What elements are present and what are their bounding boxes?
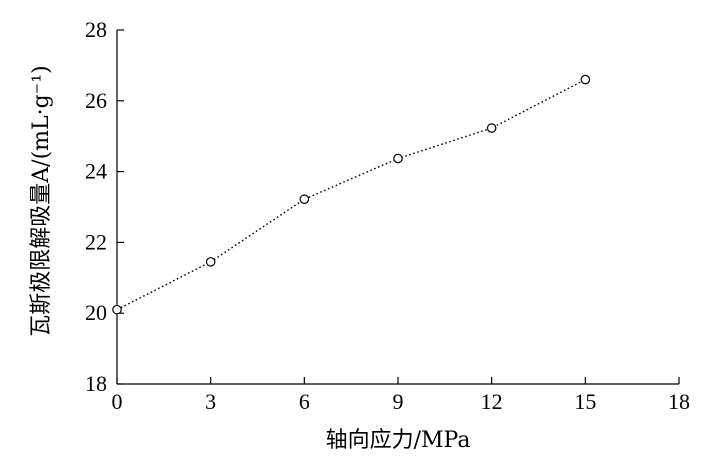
data-point — [580, 74, 591, 85]
x-axis-title: 轴向应力/MPa — [326, 428, 471, 453]
y-tick-label: 20 — [85, 300, 107, 325]
x-tick-label: 15 — [574, 389, 596, 414]
series-group — [112, 74, 591, 315]
y-ticks: 18 20 22 24 26 28 — [85, 17, 124, 396]
x-ticks: 0 3 6 9 12 15 18 — [112, 377, 690, 414]
y-axis-title: 瓦斯极限解吸量A/(mL·g⁻¹) — [29, 65, 54, 336]
y-tick-label: 26 — [85, 88, 107, 113]
x-tick-label: 0 — [112, 389, 123, 414]
y-tick-label: 18 — [85, 371, 107, 396]
x-tick-label: 6 — [299, 389, 310, 414]
data-point — [112, 304, 122, 315]
y-tick-label: 24 — [85, 159, 107, 184]
x-tick-label: 3 — [205, 389, 216, 414]
y-tick-label: 22 — [85, 229, 107, 254]
data-point — [299, 194, 310, 205]
x-tick-label: 9 — [393, 389, 404, 414]
x-tick-label: 12 — [481, 389, 503, 414]
data-point — [205, 257, 216, 267]
series-line — [116, 78, 586, 311]
axes — [116, 30, 679, 385]
y-tick-label: 28 — [85, 17, 107, 42]
data-point — [393, 153, 403, 164]
data-point — [486, 123, 497, 133]
x-tick-label: 18 — [668, 389, 690, 414]
